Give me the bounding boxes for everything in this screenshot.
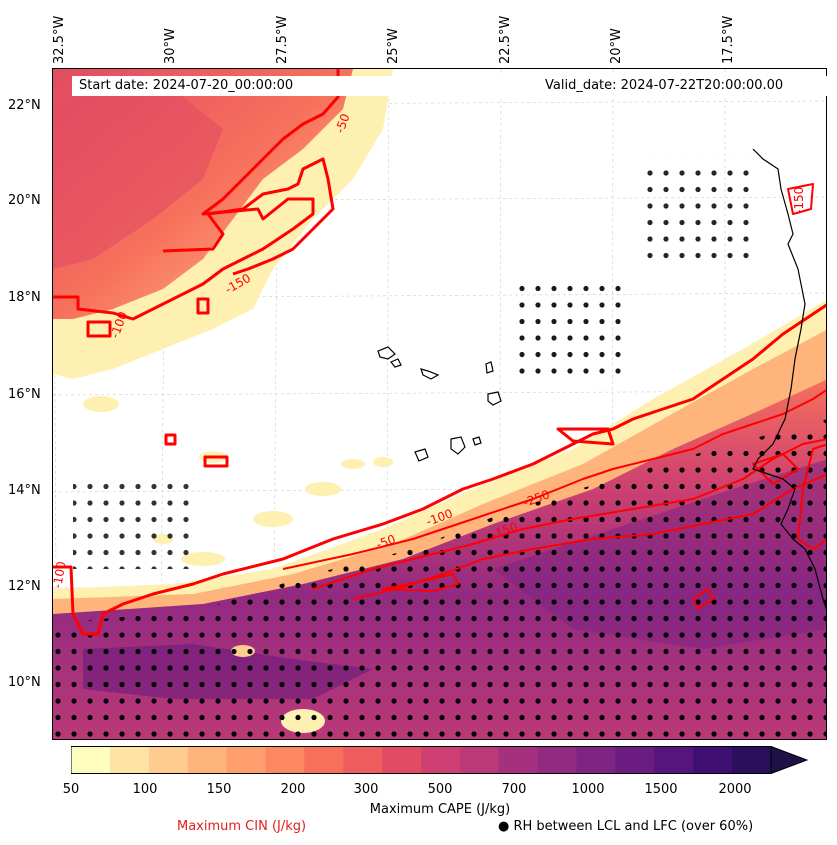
colorbar-tick: 100	[132, 782, 158, 797]
colorbar-cell	[71, 746, 111, 774]
colorbar-tick: 700	[501, 782, 527, 797]
contour-label: -150	[792, 187, 806, 214]
lon-label: 30°W	[163, 28, 178, 64]
coastline	[377, 148, 826, 610]
contour-label: -50	[333, 112, 353, 135]
lat-label: 14°N	[8, 483, 41, 498]
colorbar-cell	[109, 746, 150, 774]
longitude-labels: 32.5°W 30°W 27.5°W 25°W 22.5°W 20°W 17.5…	[0, 0, 837, 68]
cape-map: -50 -100 -150 -250 -50 -100 -150 -150 -1…	[52, 68, 827, 740]
lon-label: 25°W	[386, 28, 401, 64]
lat-label: 20°N	[8, 193, 41, 208]
valid-date-banner: Valid_date: 2024-07-22T20:00:00.00	[512, 76, 837, 96]
colorbar-cell	[498, 746, 539, 774]
colorbar-tick: 150	[206, 782, 232, 797]
colorbar-cell	[148, 746, 189, 774]
colorbar-cell	[615, 746, 655, 774]
rh-stipple	[53, 159, 826, 739]
lon-label: 32.5°W	[52, 15, 67, 64]
colorbar-cell	[537, 746, 578, 774]
colorbar-cell	[459, 746, 500, 774]
lon-label: 20°W	[609, 28, 624, 64]
colorbar-cell	[226, 746, 266, 774]
colorbar	[71, 746, 808, 774]
contour-label: -50	[374, 532, 397, 552]
colorbar-cell	[654, 746, 694, 774]
cin-legend-label: Maximum CIN (J/kg)	[177, 819, 307, 834]
colorbar-cell	[382, 746, 422, 774]
colorbar-tick: 2000	[718, 782, 752, 797]
lat-label: 12°N	[8, 579, 41, 594]
lat-label: 10°N	[8, 675, 41, 690]
colorbar-cell	[693, 746, 733, 774]
map-canvas: -50 -100 -150 -250 -50 -100 -150 -150 -1…	[53, 69, 826, 739]
lon-label: 17.5°W	[721, 15, 736, 64]
colorbar-extend-arrow	[770, 746, 808, 774]
colorbar-cell	[343, 746, 383, 774]
lat-label: 18°N	[8, 290, 41, 305]
lat-label: 16°N	[8, 387, 41, 402]
colorbar-tick: 300	[353, 782, 379, 797]
start-date-banner: Start date: 2024-07-20_00:00:00	[72, 76, 519, 96]
lon-label: 22.5°W	[498, 15, 513, 64]
colorbar-cell	[421, 746, 461, 774]
colorbar-cell	[304, 746, 344, 774]
colorbar-tick: 50	[62, 782, 80, 797]
colorbar-title: Maximum CAPE (J/kg)	[369, 802, 511, 817]
colorbar-cell	[576, 746, 616, 774]
colorbar-tick: 1500	[644, 782, 678, 797]
colorbar-tick: 500	[427, 782, 453, 797]
lat-label: 22°N	[8, 98, 41, 113]
contour-label: -100	[53, 560, 69, 589]
rh-legend-label: ● RH between LCL and LFC (over 60%)	[498, 819, 754, 834]
colorbar-cell	[732, 746, 772, 774]
colorbar-cell	[265, 746, 305, 774]
lon-label: 27.5°W	[275, 15, 290, 64]
colorbar-tick: 1000	[571, 782, 605, 797]
colorbar-cell	[187, 746, 228, 774]
colorbar-tick: 200	[280, 782, 306, 797]
cin-contours	[53, 69, 826, 636]
